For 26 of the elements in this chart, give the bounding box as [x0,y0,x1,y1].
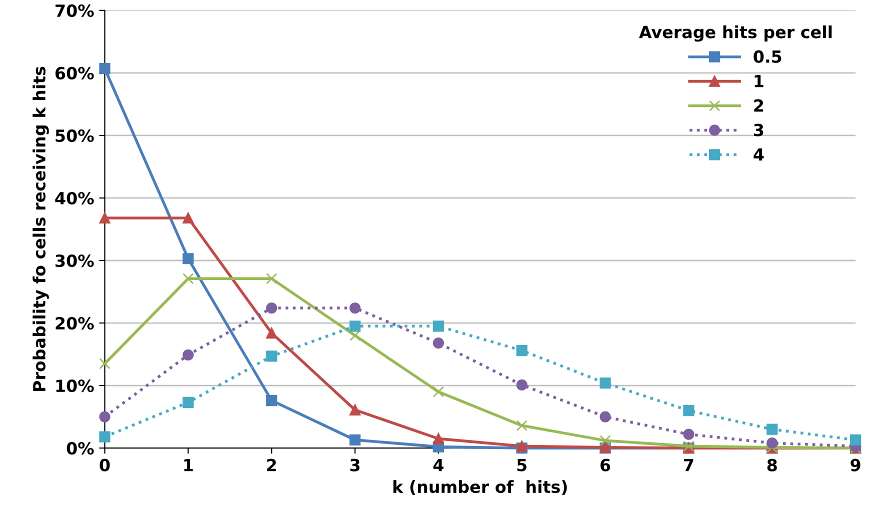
legend-label: 0.5 [754,50,782,63]
y-tick-label: 30% [56,254,94,268]
x-tick-label: 8 [767,458,777,472]
x-tick-label: 1 [184,458,193,472]
y-tick-label: 40% [55,192,94,205]
y-tick-label: 70% [56,4,94,17]
legend-label: 1 [754,74,764,88]
y-tick-label: 20% [56,316,94,330]
x-tick-label: 2 [267,458,276,472]
x-tick-label: 3 [350,458,360,472]
x-axis-title: k (number of hits) [393,480,567,496]
legend-label: 2 [754,99,764,112]
x-tick-label: 6 [600,458,610,472]
x-tick-label: 0 [100,458,110,472]
y-tick-label: 50% [56,129,94,142]
x-tick-label: 5 [517,458,526,472]
y-tick-label: 10% [56,380,94,392]
y-axis-title: Probability fo cells receiving k hits [32,66,49,391]
legend-label: 3 [754,124,764,136]
y-tick-label: 0% [66,442,94,455]
x-tick-label: 4 [433,458,444,472]
x-tick-label: 7 [684,458,694,472]
legend-label: 4 [754,148,764,161]
legend-title: Average hits per cell [639,25,832,42]
x-tick-label: 9 [850,458,860,472]
y-tick-label: 60% [55,66,94,80]
